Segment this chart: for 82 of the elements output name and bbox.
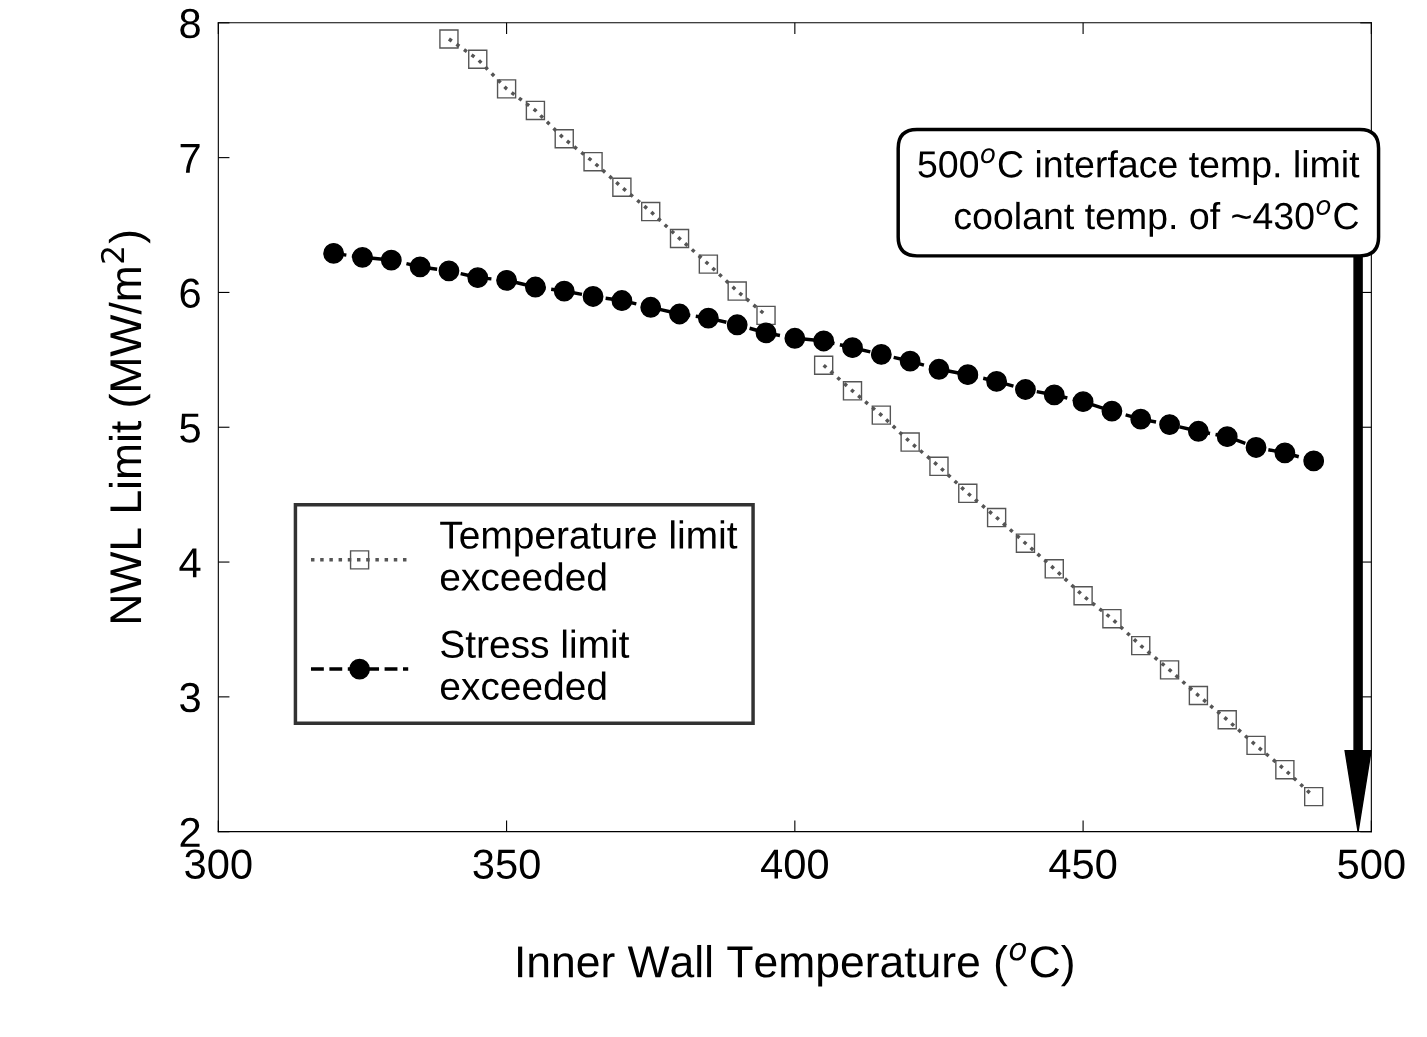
point <box>871 405 892 425</box>
point <box>640 296 662 318</box>
point <box>1043 384 1065 406</box>
point <box>583 151 603 172</box>
point <box>1246 735 1266 756</box>
point <box>669 303 690 325</box>
point <box>1015 379 1036 400</box>
point <box>870 344 892 365</box>
point <box>1130 408 1152 430</box>
point <box>842 337 863 359</box>
point <box>1159 414 1180 435</box>
x-tick-label: 300 <box>185 849 252 879</box>
point <box>468 49 488 69</box>
point <box>1073 586 1093 606</box>
x-tick-label: 500 <box>1338 849 1405 879</box>
point <box>698 254 719 274</box>
point <box>900 432 920 452</box>
y-tick-label: 8 <box>180 8 200 39</box>
y-axis-title: NWL Limit (MW/m$^{2}$) <box>100 231 151 623</box>
legend-label: Temperature limit exceeded <box>440 520 738 591</box>
point <box>727 281 747 301</box>
point <box>1102 608 1122 629</box>
point <box>697 307 719 329</box>
y-tick-label: 2 <box>180 817 200 847</box>
y-tick-label: 6 <box>180 278 200 308</box>
point <box>813 355 834 375</box>
point <box>496 269 518 291</box>
point <box>986 370 1008 392</box>
point <box>958 483 978 504</box>
annotation: 500$^{o}$C interface temp. limit coolant temp. of ~430$^{o}$C <box>918 148 1360 237</box>
point <box>929 456 949 477</box>
point <box>756 305 776 326</box>
point <box>409 256 431 278</box>
point <box>611 290 633 311</box>
y-tick-label: 3 <box>180 682 200 713</box>
point <box>1303 450 1325 472</box>
point <box>1274 442 1296 464</box>
point <box>439 29 459 49</box>
point <box>755 322 777 344</box>
point <box>842 381 863 401</box>
x-axis-title: Inner Wall Temperature ($^{o}$C) <box>518 942 1073 987</box>
point <box>957 364 979 386</box>
x-tick-label: 400 <box>761 849 828 879</box>
point <box>1187 420 1209 442</box>
point <box>726 314 748 336</box>
point <box>1275 759 1295 780</box>
x-tick-label: 350 <box>473 849 540 879</box>
point <box>380 249 402 271</box>
point <box>899 350 921 372</box>
point <box>496 79 517 99</box>
point <box>1072 391 1094 413</box>
point <box>813 330 835 352</box>
point <box>582 286 604 307</box>
point <box>784 327 806 349</box>
point <box>323 242 345 264</box>
point <box>554 129 574 149</box>
point <box>525 100 546 121</box>
point <box>1015 533 1036 553</box>
point <box>1131 635 1151 656</box>
point <box>467 267 489 289</box>
point <box>1188 685 1209 706</box>
point <box>352 246 373 268</box>
y-tick-label: 4 <box>179 548 201 578</box>
y-tick-label: 5 <box>180 413 200 443</box>
point <box>1245 437 1267 458</box>
point <box>928 358 950 380</box>
point <box>553 280 575 302</box>
point <box>438 260 460 282</box>
point <box>1044 559 1064 579</box>
point <box>669 228 690 249</box>
legend-label: Stress limit exceeded <box>440 629 630 701</box>
point <box>640 201 661 222</box>
point <box>1216 426 1238 448</box>
point <box>612 177 632 198</box>
x-tick-label: 450 <box>1049 849 1117 879</box>
y-tick-label: 7 <box>180 144 200 173</box>
point <box>1303 786 1324 807</box>
point <box>524 276 546 298</box>
point <box>986 507 1007 528</box>
point <box>1159 660 1180 680</box>
point <box>1217 710 1237 730</box>
point <box>1101 400 1123 422</box>
